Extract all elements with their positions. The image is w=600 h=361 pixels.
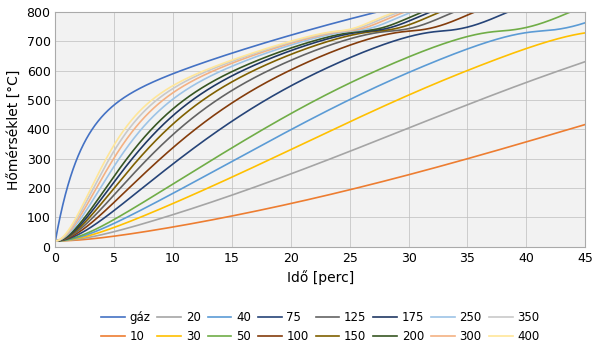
Legend: gáz, 10, 20, 30, 40, 50, 75, 100, 125, 150, 175, 200, 250, 300, 350, 400: gáz, 10, 20, 30, 40, 50, 75, 100, 125, 1…: [101, 312, 539, 343]
X-axis label: Idő [perc]: Idő [perc]: [287, 270, 354, 285]
Y-axis label: Hőmérséklet [°C]: Hőmérséklet [°C]: [7, 69, 21, 190]
